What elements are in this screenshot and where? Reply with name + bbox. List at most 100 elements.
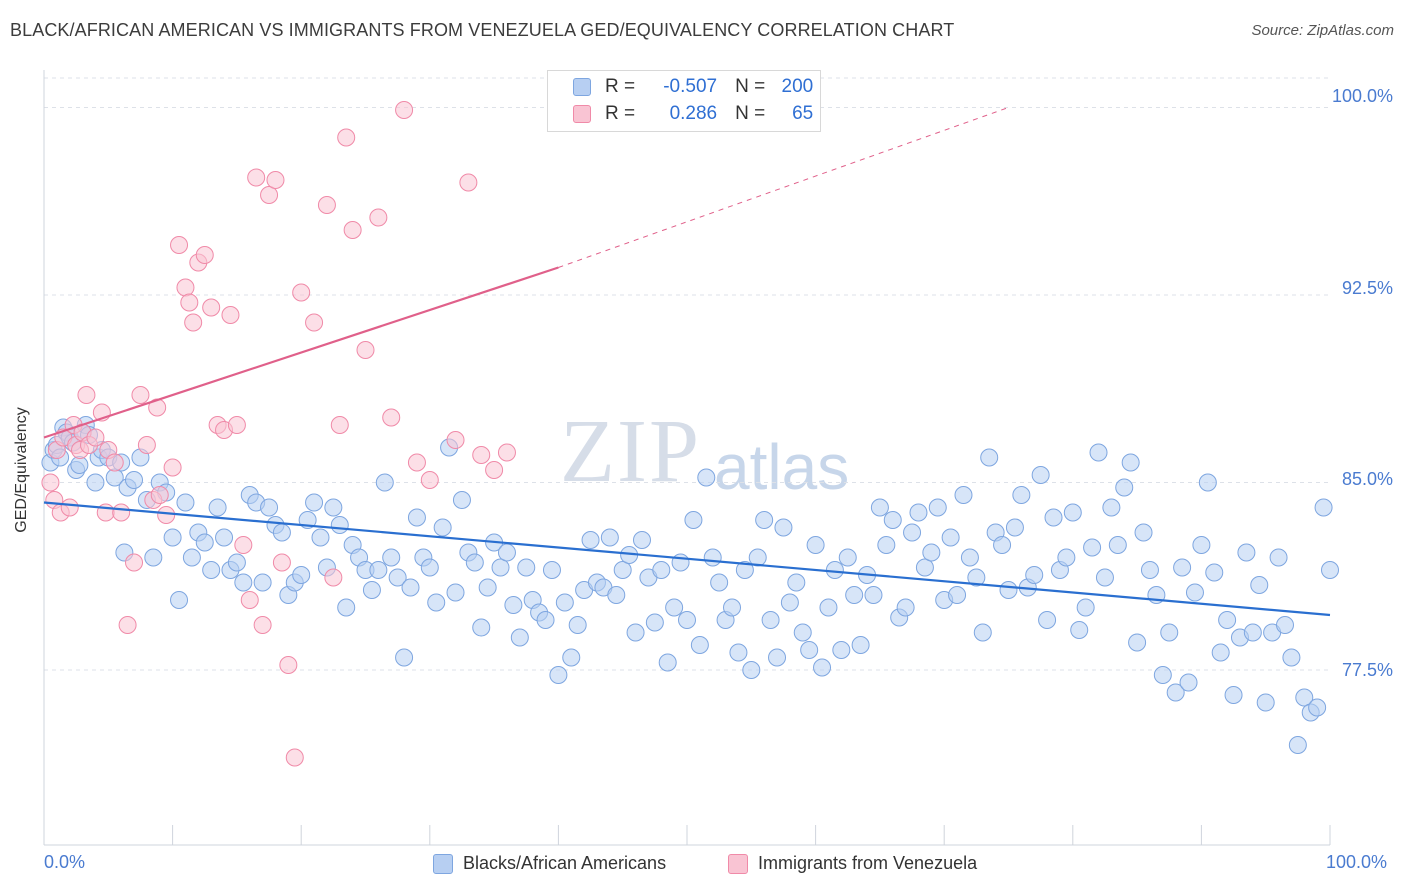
blue-point xyxy=(568,616,587,634)
blue-point xyxy=(1288,736,1307,754)
blue-point xyxy=(1070,621,1089,639)
pink-point xyxy=(202,298,221,317)
blue-point xyxy=(1314,498,1333,517)
legend-row-pink: R = 0.286 N = 65 xyxy=(573,102,813,126)
blue-point xyxy=(903,523,922,542)
pink-point xyxy=(260,186,279,204)
blue-point xyxy=(870,498,889,517)
pink-swatch xyxy=(573,105,591,123)
pink-point xyxy=(184,313,203,332)
pink-point xyxy=(253,616,272,634)
watermark-zip: ZIP xyxy=(560,402,701,501)
blue-point xyxy=(324,498,343,517)
pink-point xyxy=(118,616,137,634)
blue-point xyxy=(465,553,484,572)
bottom-pink-label: Immigrants from Venezuela xyxy=(758,853,978,873)
pink-point xyxy=(337,128,356,147)
blue-point xyxy=(915,558,934,577)
legend-row-blue: R = -0.507 N = 200 xyxy=(573,75,813,99)
blue-point xyxy=(658,653,677,672)
blue-point xyxy=(260,498,279,517)
blue-point xyxy=(234,573,253,592)
pink-point xyxy=(272,553,291,572)
pink-point xyxy=(180,293,199,312)
pink-point xyxy=(279,656,298,674)
blue-point xyxy=(671,553,690,572)
blue-point xyxy=(305,493,324,512)
blue-point xyxy=(395,648,414,667)
blue-point xyxy=(845,586,864,604)
pink-point xyxy=(176,278,195,297)
blue-point xyxy=(311,528,330,547)
blue-point xyxy=(1108,536,1127,554)
blue-point xyxy=(86,473,105,492)
blue-swatch xyxy=(573,78,591,96)
blue-point xyxy=(819,598,838,617)
blue-point xyxy=(407,508,426,527)
blue-point xyxy=(1095,568,1114,587)
blue-point xyxy=(144,548,163,567)
pink-n-value: 65 xyxy=(792,103,814,124)
blue-point xyxy=(1185,583,1204,602)
pink-point xyxy=(86,428,105,447)
blue-point xyxy=(665,598,684,617)
pink-point xyxy=(150,486,169,504)
blue-point xyxy=(427,593,446,612)
x-tick-label-0: 0.0% xyxy=(44,852,86,872)
blue-point xyxy=(980,448,999,467)
blue-point xyxy=(1121,453,1140,472)
blue-point xyxy=(684,511,703,529)
blue-point xyxy=(182,548,201,567)
pink-point xyxy=(285,748,304,767)
blue-point xyxy=(703,548,722,567)
pink-point xyxy=(459,173,478,192)
y-axis-label: GED/Equivalency xyxy=(13,407,30,533)
blue-point xyxy=(652,561,671,579)
blue-trend-line xyxy=(43,501,1331,617)
blue-point xyxy=(613,561,632,579)
blue-point xyxy=(253,573,272,592)
pink-point xyxy=(356,341,375,359)
blue-point xyxy=(330,516,349,534)
pink-trend-line xyxy=(43,266,559,439)
blue-point xyxy=(176,493,195,512)
blue-point xyxy=(723,598,742,617)
blue-point xyxy=(1005,518,1024,537)
pink-point xyxy=(446,431,465,449)
blue-point xyxy=(954,486,973,504)
blue-point xyxy=(1250,576,1269,594)
blue-point xyxy=(1275,616,1294,634)
pink-point xyxy=(292,283,311,302)
blue-point xyxy=(362,581,381,599)
blue-n-value: 200 xyxy=(781,76,814,97)
bottom-pink-swatch xyxy=(728,853,748,874)
blue-point xyxy=(549,666,568,684)
blue-point xyxy=(70,456,89,474)
blue-point xyxy=(1308,698,1327,717)
pink-point xyxy=(195,246,214,264)
blue-point xyxy=(478,578,497,597)
blue-point xyxy=(337,598,356,617)
blue-point xyxy=(504,596,523,614)
y-tick-label-77-5: 77.5% xyxy=(1341,660,1393,680)
blue-point xyxy=(600,528,619,547)
blue-point xyxy=(195,533,214,552)
blue-point xyxy=(517,558,536,577)
blue-point xyxy=(768,648,787,667)
pink-point xyxy=(240,591,259,609)
blue-point xyxy=(780,593,799,612)
blue-point xyxy=(1205,563,1224,582)
pink-point xyxy=(170,236,189,254)
blue-point xyxy=(729,643,748,662)
pink-point xyxy=(369,208,388,227)
blue-point xyxy=(973,623,992,642)
blue-point xyxy=(1160,623,1179,642)
blue-point xyxy=(433,518,452,537)
bottom-blue-swatch xyxy=(433,853,453,874)
blue-point xyxy=(1282,648,1301,667)
blue-point xyxy=(928,498,947,517)
blue-point xyxy=(202,561,221,579)
blue-point xyxy=(401,578,420,597)
blue-point xyxy=(993,536,1012,554)
blue-point xyxy=(1140,561,1159,579)
